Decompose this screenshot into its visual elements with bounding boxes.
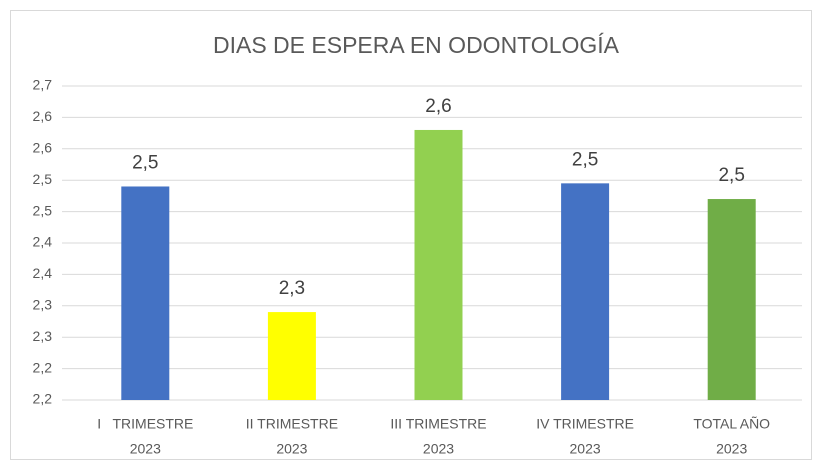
y-tick-label: 2,2 <box>33 391 53 407</box>
y-tick-label: 2,4 <box>33 234 53 250</box>
y-tick-label: 2,3 <box>33 297 53 313</box>
data-label: 2,5 <box>718 165 744 186</box>
bar <box>121 186 170 400</box>
x-tick-label: 2023 <box>716 441 747 457</box>
x-tick-label: III TRIMESTRE <box>390 416 486 432</box>
data-label: 2,3 <box>279 278 305 299</box>
bar <box>414 129 463 400</box>
data-label: 2,5 <box>132 152 158 173</box>
chart-title: DIAS DE ESPERA EN ODONTOLOGÍA <box>213 32 620 58</box>
y-tick-label: 2,4 <box>33 265 53 281</box>
y-tick-label: 2,7 <box>33 77 53 93</box>
y-tick-label: 2,5 <box>33 171 53 187</box>
x-tick-label: 2023 <box>130 441 161 457</box>
x-tick-label: 2023 <box>276 441 307 457</box>
bar <box>707 199 756 400</box>
x-tick-label: TOTAL AÑO <box>693 416 770 432</box>
data-label: 2,6 <box>425 96 451 117</box>
x-tick-label: I TRIMESTRE <box>97 416 193 432</box>
y-tick-label: 2,6 <box>33 140 53 156</box>
bar <box>267 312 316 400</box>
x-tick-label: 2023 <box>423 441 454 457</box>
y-tick-label: 2,3 <box>33 328 53 344</box>
x-tick-label: II TRIMESTRE <box>246 416 338 432</box>
x-tick-label: 2023 <box>570 441 601 457</box>
x-tick-label: IV TRIMESTRE <box>536 416 634 432</box>
data-label: 2,5 <box>572 149 598 170</box>
y-tick-label: 2,6 <box>33 108 53 124</box>
bar <box>561 183 610 400</box>
y-tick-label: 2,5 <box>33 202 53 218</box>
y-tick-label: 2,2 <box>33 359 53 375</box>
